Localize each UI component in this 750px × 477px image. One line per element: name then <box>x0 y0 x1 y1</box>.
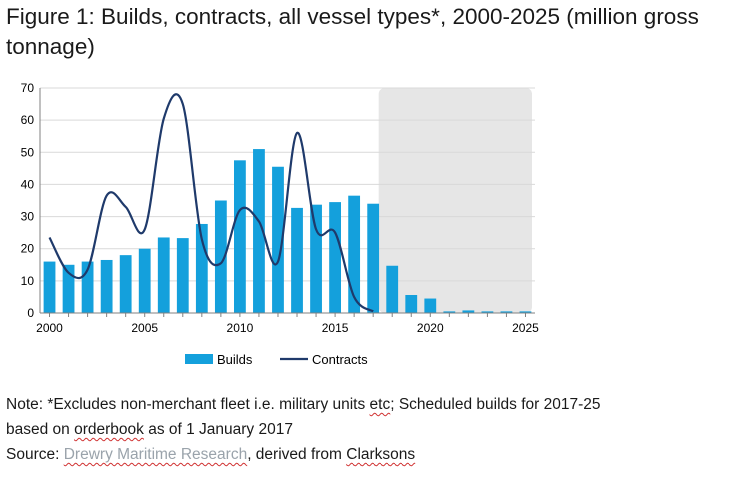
builds-bar <box>272 166 284 313</box>
legend-builds-label: Builds <box>217 352 253 367</box>
builds-bar <box>138 248 151 313</box>
x-tick-label: 2015 <box>322 321 349 335</box>
builds-bar <box>62 264 75 313</box>
builds-bar <box>234 160 246 313</box>
builds-bar <box>329 202 341 313</box>
y-tick-label: 60 <box>21 113 35 127</box>
builds-bar <box>214 200 227 313</box>
y-axis-ticks: 0 10 20 30 40 50 60 70 <box>21 81 35 320</box>
x-tick-label: 2020 <box>417 321 444 335</box>
axes <box>39 88 535 314</box>
builds-bar <box>310 204 322 313</box>
page-title: Figure 1: Builds, contracts, all vessel … <box>6 4 699 59</box>
builds-bar <box>405 295 418 313</box>
chart-notes: Note: *Excludes non-merchant fleet i.e. … <box>6 392 746 467</box>
builds-bar <box>81 261 94 313</box>
y-tick-label: 40 <box>21 177 35 191</box>
builds-bars <box>43 149 532 313</box>
y-tick-label: 30 <box>21 210 35 224</box>
builds-bar <box>500 311 513 313</box>
builds-bar <box>386 265 399 313</box>
contracts-line <box>48 93 374 313</box>
y-tick-label: 10 <box>21 274 35 288</box>
plot-area <box>378 88 532 313</box>
x-tick-label: 2010 <box>227 321 254 335</box>
builds-bar <box>119 255 132 313</box>
x-axis-ticks: 2000 2005 2010 2015 2020 2025 <box>36 313 539 335</box>
legend-builds-swatch <box>185 354 213 364</box>
builds-bar <box>176 238 189 313</box>
x-tick-label: 2000 <box>36 321 63 335</box>
note-line-2: based on orderbook as of 1 January 2017 <box>6 421 293 438</box>
builds-bar <box>100 259 113 313</box>
chart: 0 10 20 30 40 50 60 70 2000 2005 2010 2015 2020 2025… <box>21 81 540 367</box>
builds-bar <box>424 298 437 313</box>
source-line: Source: Drewry Maritime Research, derive… <box>6 446 416 463</box>
builds-bar <box>367 203 380 313</box>
builds-bar <box>443 311 456 313</box>
builds-bar <box>43 261 56 313</box>
builds-bar <box>348 195 361 313</box>
builds-bar <box>195 223 208 313</box>
y-tick-label: 70 <box>21 81 35 95</box>
legend: Builds Contracts <box>185 352 368 367</box>
builds-bar <box>462 310 475 313</box>
source-link[interactable]: Drewry Maritime Research <box>63 446 248 463</box>
y-tick-label: 50 <box>21 145 35 159</box>
y-tick-label: 0 <box>27 306 34 320</box>
x-tick-label: 2005 <box>131 321 158 335</box>
builds-bar <box>519 311 532 313</box>
x-tick-label: 2025 <box>512 321 539 335</box>
note-line-1: Note: *Excludes non-merchant fleet i.e. … <box>6 396 601 413</box>
legend-contracts-label: Contracts <box>312 352 368 367</box>
builds-bar <box>253 149 265 313</box>
builds-bar <box>481 311 494 313</box>
y-tick-label: 20 <box>21 242 35 256</box>
builds-bar <box>157 237 170 313</box>
forecast-shading <box>378 88 532 313</box>
builds-bar <box>291 207 303 313</box>
